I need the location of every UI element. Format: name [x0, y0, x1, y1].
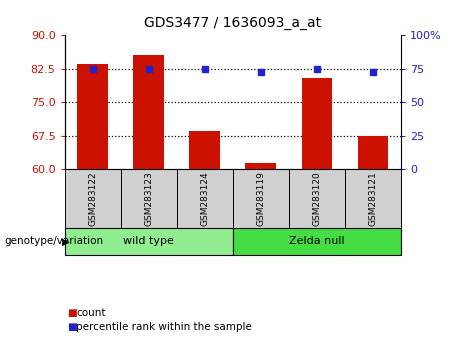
Bar [233, 228, 401, 255]
Text: GSM283123: GSM283123 [144, 171, 153, 226]
Text: GSM283122: GSM283122 [88, 171, 97, 226]
Bar [345, 169, 401, 228]
Bar [65, 228, 233, 255]
Bar [245, 162, 276, 169]
Text: percentile rank within the sample: percentile rank within the sample [76, 322, 252, 332]
Bar [77, 64, 108, 169]
Text: ■: ■ [67, 322, 77, 332]
Text: GSM283124: GSM283124 [200, 171, 209, 226]
Text: count: count [76, 308, 106, 318]
Title: GDS3477 / 1636093_a_at: GDS3477 / 1636093_a_at [144, 16, 321, 30]
Bar [65, 169, 121, 228]
Bar [133, 56, 164, 169]
Text: GSM283121: GSM283121 [368, 171, 378, 226]
Text: wild type: wild type [123, 236, 174, 246]
Bar [289, 169, 345, 228]
Bar [301, 78, 332, 169]
Text: ▶: ▶ [62, 236, 70, 246]
Bar [358, 136, 389, 169]
Text: GSM283119: GSM283119 [256, 171, 266, 226]
Bar [177, 169, 233, 228]
Bar [189, 131, 220, 169]
Text: Zelda null: Zelda null [289, 236, 345, 246]
Text: genotype/variation: genotype/variation [5, 236, 104, 246]
Bar [233, 169, 289, 228]
Text: GSM283120: GSM283120 [313, 171, 321, 226]
Bar [121, 169, 177, 228]
Text: ■: ■ [67, 308, 77, 318]
